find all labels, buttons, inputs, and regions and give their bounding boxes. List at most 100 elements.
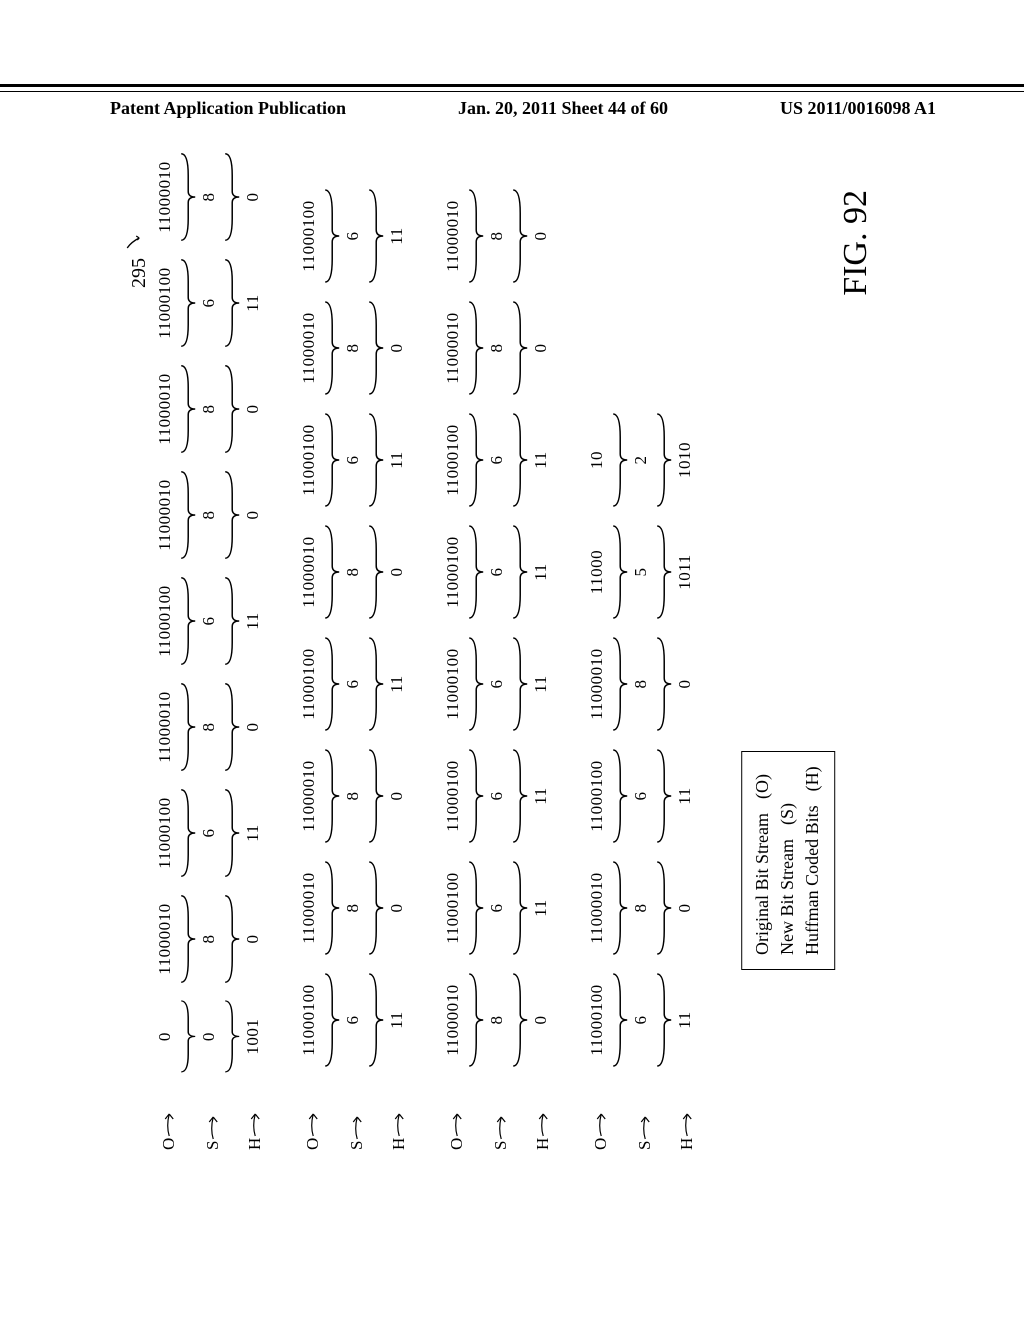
- huffman-bits: 11: [531, 746, 553, 846]
- arrow-icon: [248, 1108, 262, 1138]
- new-bits: 8: [631, 634, 653, 734]
- original-bits: 11000010: [587, 858, 609, 958]
- brace-icon: [223, 680, 241, 774]
- huffman-bits: 0: [675, 634, 697, 734]
- bit-stream-group: O 11000010 8 0 11000100 6: [443, 150, 553, 1150]
- brace-icon: [323, 634, 341, 734]
- brace-icon: [323, 746, 341, 846]
- brace-icon: [367, 522, 385, 622]
- new-bits: 6: [343, 634, 365, 734]
- huffman-bits: 0: [243, 468, 265, 562]
- legend-label: New Bit Stream: [775, 839, 800, 955]
- original-bits: 11000010: [155, 468, 177, 562]
- brace-icon: [179, 468, 197, 562]
- new-bits: 2: [631, 410, 653, 510]
- huffman-bits: 11: [243, 786, 265, 880]
- new-bits: 8: [199, 468, 221, 562]
- bit-cell: 11000010 8 0: [443, 298, 553, 398]
- bit-cell: 11000100 6 11: [587, 970, 697, 1070]
- bit-cell: 11000100 6 11: [587, 746, 697, 846]
- brace-icon: [223, 256, 241, 350]
- original-bits: 11000: [587, 522, 609, 622]
- original-bits: 11000100: [299, 186, 321, 286]
- brace-icon: [611, 858, 629, 958]
- brace-icon: [467, 858, 485, 958]
- original-bits: 10: [587, 410, 609, 510]
- legend-row: New Bit Stream (S): [775, 766, 800, 955]
- row-label-o: O: [155, 1075, 183, 1150]
- huffman-bits: 1010: [675, 410, 697, 510]
- arrow-icon: [450, 1108, 464, 1138]
- brace-icon: [223, 998, 241, 1075]
- original-bits: 11000100: [443, 522, 465, 622]
- original-bits: 11000100: [299, 634, 321, 734]
- arrow-icon: [392, 1108, 406, 1138]
- bit-cell: 11000100 6 11: [443, 746, 553, 846]
- legend-label: Huffman Coded Bits: [801, 805, 826, 955]
- brace-icon: [611, 634, 629, 734]
- row-label-s: S: [199, 1070, 227, 1150]
- huffman-bits: 11: [531, 522, 553, 622]
- original-bits: 11000100: [299, 970, 321, 1070]
- bit-cell: 11000100 6 11: [443, 410, 553, 510]
- bit-cell: 11000100 6 11: [443, 634, 553, 734]
- new-bits: 8: [343, 746, 365, 846]
- brace-icon: [511, 186, 529, 286]
- huffman-bits: 0: [387, 298, 409, 398]
- new-bits: 6: [487, 634, 509, 734]
- new-bits: 8: [199, 892, 221, 986]
- new-bits: 6: [343, 186, 365, 286]
- brace-icon: [467, 522, 485, 622]
- brace-icon: [655, 410, 673, 510]
- original-bits: 11000010: [443, 298, 465, 398]
- brace-icon: [367, 634, 385, 734]
- original-bits: 11000010: [155, 150, 177, 244]
- huffman-bits: 0: [243, 892, 265, 986]
- new-bits: 0: [199, 998, 221, 1075]
- brace-icon: [323, 410, 341, 510]
- original-bits: 11000010: [299, 746, 321, 846]
- bit-cell: 11000010 8 0: [299, 858, 409, 958]
- new-bits: 8: [199, 150, 221, 244]
- huffman-bits: 11: [675, 970, 697, 1070]
- page-header: Patent Application Publication Jan. 20, …: [0, 84, 1024, 119]
- brace-icon: [179, 256, 197, 350]
- huffman-bits: 11: [531, 634, 553, 734]
- new-bits: 6: [487, 746, 509, 846]
- huffman-bits: 0: [243, 362, 265, 456]
- original-row: O 11000100 6 1111000010 8: [587, 150, 697, 1150]
- row-label-o: O: [587, 1070, 615, 1150]
- brace-icon: [223, 150, 241, 244]
- original-bits: 11000010: [299, 298, 321, 398]
- original-bits: 11000010: [155, 892, 177, 986]
- bit-cell: 11000100 6 11: [443, 858, 553, 958]
- row-label-o: O: [299, 1070, 327, 1150]
- bit-cell: 11000100 6 11: [299, 410, 409, 510]
- brace-icon: [655, 634, 673, 734]
- arrow-icon: [162, 1108, 176, 1138]
- row-label-o: O: [443, 1070, 471, 1150]
- huffman-bits: 11: [387, 634, 409, 734]
- bit-stream-group: O 0 0 100111000010 8: [155, 150, 265, 1150]
- brace-icon: [511, 634, 529, 734]
- arrow-icon: [680, 1108, 694, 1138]
- brace-icon: [655, 522, 673, 622]
- original-bits: 11000010: [299, 858, 321, 958]
- original-bits: 11000100: [443, 410, 465, 510]
- brace-icon: [467, 410, 485, 510]
- brace-icon: [655, 970, 673, 1070]
- new-bits: 6: [487, 858, 509, 958]
- brace-icon: [323, 858, 341, 958]
- bit-cell: 10 2 1010: [587, 410, 697, 510]
- bit-cell: 11000010 8 0: [155, 680, 265, 774]
- row-label-s: S: [487, 1070, 515, 1150]
- row-label-h: H: [673, 1070, 701, 1150]
- brace-icon: [467, 186, 485, 286]
- brace-icon: [223, 892, 241, 986]
- bit-cell: 11000 5 1011: [587, 522, 697, 622]
- row-label-s: S: [343, 1070, 371, 1150]
- new-bits: 8: [343, 522, 365, 622]
- original-bits: 11000010: [587, 634, 609, 734]
- bit-cell: 11000100 6 11: [155, 574, 265, 668]
- bit-cell: 11000100 6 11: [299, 186, 409, 286]
